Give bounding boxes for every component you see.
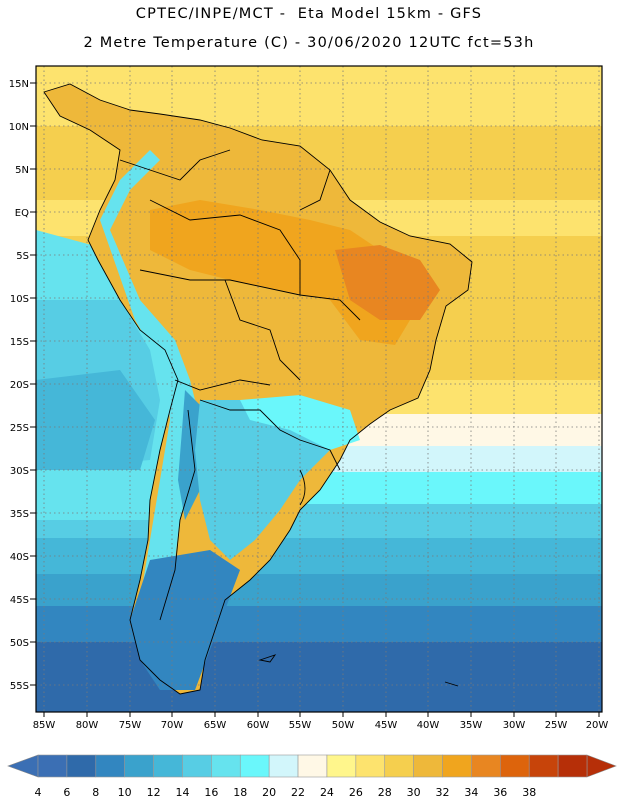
legend-value-label: 4 <box>35 786 42 799</box>
legend-value-label: 30 <box>407 786 421 799</box>
lat-label: 15S <box>10 337 29 348</box>
temperature-field <box>36 66 602 712</box>
legend-swatch <box>500 754 530 778</box>
legend-swatch <box>326 754 357 778</box>
legend-value-label: 28 <box>378 786 392 799</box>
legend-low-arrow <box>7 754 39 778</box>
legend-swatch <box>557 754 588 778</box>
lon-label: 85W <box>33 720 56 731</box>
legend-value-label: 6 <box>63 786 70 799</box>
lon-label: 70W <box>161 720 184 731</box>
legend-swatch <box>182 754 212 778</box>
lat-label: 45S <box>10 595 29 606</box>
lat-label: 5N <box>15 165 29 176</box>
axis-ticks <box>30 82 600 717</box>
temperature-color-legend: 4 6 8 10 12 14 16 18 20 22 24 26 28 30 32 34 36 38 <box>7 754 617 799</box>
lat-label: 25S <box>10 423 29 434</box>
lat-label: 15N <box>9 79 29 90</box>
lon-label: 75W <box>119 720 142 731</box>
legend-swatch <box>413 754 443 778</box>
legend-value-label: 10 <box>118 786 132 799</box>
coastlines-and-borders <box>43 83 473 695</box>
lon-label: 25W <box>545 720 568 731</box>
legend-swatch <box>297 754 328 778</box>
lat-label: 55S <box>10 681 29 692</box>
legend-value-label: 18 <box>233 786 247 799</box>
legend-swatch <box>528 754 559 778</box>
latitude-labels: 15N 10N 5N EQ 5S 10S 15S 20S 25S 30S 35S… <box>9 79 29 692</box>
lon-label: 30W <box>503 720 526 731</box>
legend-swatch <box>66 754 97 778</box>
legend-swatch <box>442 754 472 778</box>
lon-label: 45W <box>375 720 398 731</box>
lon-label: 50W <box>332 720 355 731</box>
lon-label: 65W <box>204 720 227 731</box>
legend-swatch <box>153 754 183 778</box>
legend-value-label: 22 <box>291 786 305 799</box>
lon-label: 55W <box>289 720 312 731</box>
legend-value-label: 16 <box>204 786 218 799</box>
lat-label: 30S <box>10 466 29 477</box>
legend-swatch <box>37 754 68 778</box>
lon-label: 80W <box>76 720 99 731</box>
lat-label: 35S <box>10 509 29 520</box>
legend-value-label: 32 <box>436 786 450 799</box>
legend-swatch <box>268 754 299 778</box>
legend-value-label: 12 <box>147 786 161 799</box>
legend-value-label: 14 <box>175 786 189 799</box>
lon-label: 35W <box>460 720 483 731</box>
legend-value-label: 26 <box>349 786 363 799</box>
lon-label: 60W <box>247 720 270 731</box>
legend-swatch <box>211 754 241 778</box>
map-frame <box>35 65 603 713</box>
legend-swatch <box>355 754 386 778</box>
lat-label: 40S <box>10 552 29 563</box>
lat-label: 50S <box>10 638 29 649</box>
legend-swatch <box>239 754 270 778</box>
legend-value-label: 34 <box>464 786 478 799</box>
legend-value-label: 8 <box>92 786 99 799</box>
lat-label: 10S <box>10 294 29 305</box>
lat-label: 20S <box>10 380 29 391</box>
lat-label: 5S <box>16 251 29 262</box>
legend-value-label: 20 <box>262 786 276 799</box>
legend-value-label: 24 <box>320 786 334 799</box>
legend-value-label: 36 <box>493 786 507 799</box>
legend-swatch <box>384 754 414 778</box>
legend-value-label: 38 <box>522 786 536 799</box>
legend-swatch <box>124 754 154 778</box>
map-title-line-1: CPTEC/INPE/MCT - Eta Model 15km - GFS <box>135 6 483 22</box>
legend-swatch <box>471 754 501 778</box>
lat-label: EQ <box>15 208 29 219</box>
lat-label: 10N <box>9 122 29 133</box>
map-title-line-2: 2 Metre Temperature (C) - 30/06/2020 12U… <box>83 35 535 51</box>
legend-high-arrow <box>586 754 617 778</box>
lon-label: 40W <box>417 720 440 731</box>
lon-label: 20W <box>586 720 609 731</box>
legend-swatch <box>95 754 125 778</box>
longitude-labels: 85W 80W 75W 70W 65W 60W 55W 50W 45W 40W … <box>33 720 609 731</box>
